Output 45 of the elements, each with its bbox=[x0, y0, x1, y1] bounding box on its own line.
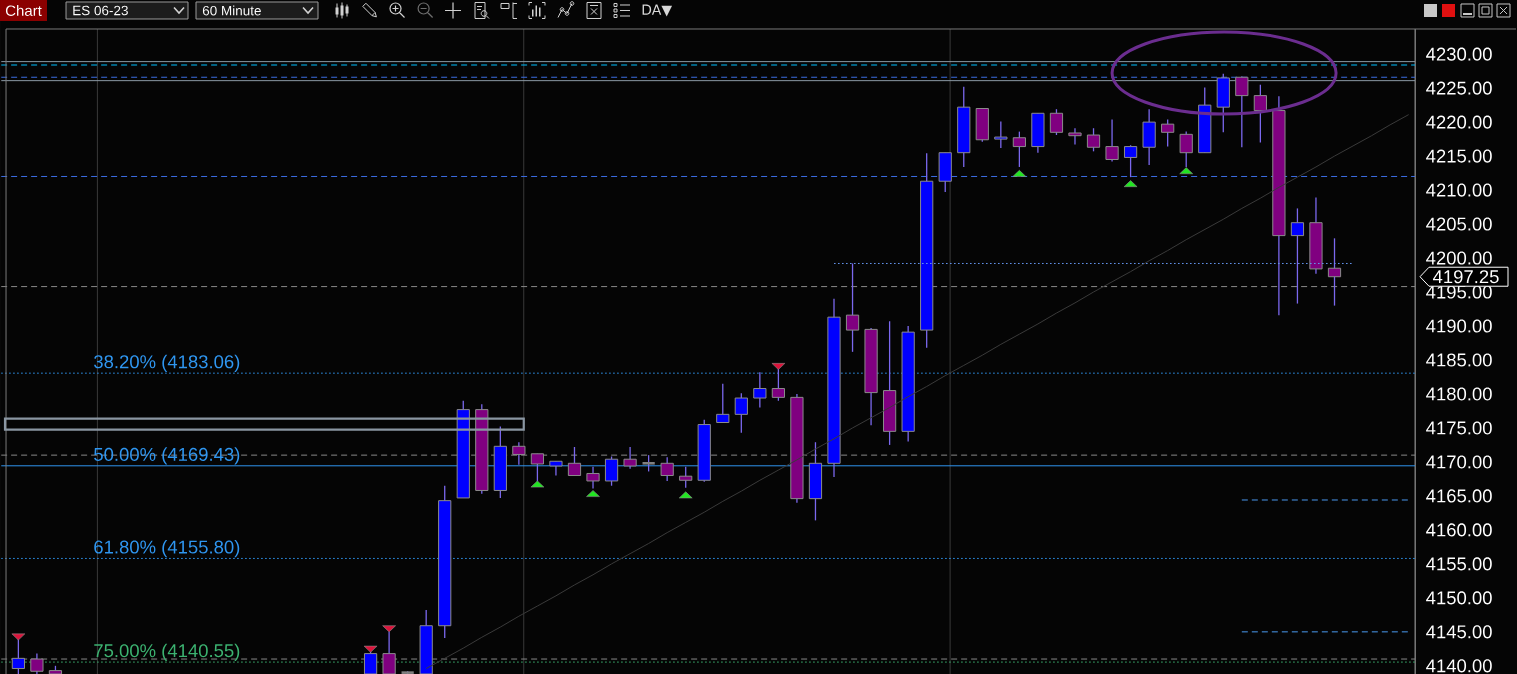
candlestick bbox=[660, 456, 674, 482]
text: DA▼ bbox=[642, 4, 673, 17]
ref-line-label: 61.80% (4155.80) bbox=[94, 540, 240, 558]
y-tick-label: 4180.00 bbox=[1426, 387, 1492, 401]
y-tick-label: 4200.00 bbox=[1426, 251, 1492, 265]
y-tick-label: 4225.00 bbox=[1426, 81, 1492, 95]
candlestick bbox=[1068, 127, 1082, 146]
y-tick-label: 4210.00 bbox=[1426, 183, 1492, 197]
candlestick bbox=[1049, 108, 1064, 136]
y-tick-label: 4165.00 bbox=[1426, 489, 1492, 503]
candlestick bbox=[679, 466, 693, 489]
candlestick bbox=[549, 460, 563, 477]
chart-title: ES 06-23 bbox=[73, 5, 128, 16]
ref-line-label: 75.00% (4140.55) bbox=[94, 643, 240, 661]
candlestick bbox=[734, 392, 748, 434]
candlestick bbox=[1161, 118, 1175, 148]
candlestick bbox=[1012, 130, 1026, 168]
y-tick-label: 4190.00 bbox=[1426, 319, 1492, 333]
y-tick-label: 4170.00 bbox=[1426, 455, 1492, 469]
y-tick-label: 4185.00 bbox=[1426, 353, 1492, 367]
candlestick bbox=[1235, 75, 1249, 148]
chart-subtitle: 60 Minute bbox=[202, 5, 261, 16]
y-tick-label: 4155.00 bbox=[1426, 557, 1492, 571]
y-tick-label: 4140.00 bbox=[1426, 659, 1492, 673]
y-tick-label: 4195.00 bbox=[1426, 285, 1492, 299]
y-tick-label: 4175.00 bbox=[1426, 421, 1492, 435]
ref-line-label: 38.20% (4183.06) bbox=[94, 354, 240, 372]
candlestick bbox=[753, 371, 767, 409]
y-tick-label: 4215.00 bbox=[1426, 149, 1492, 163]
candlestick bbox=[1105, 118, 1119, 163]
y-tick-label: 4230.00 bbox=[1426, 47, 1492, 61]
y-tick-label: 4150.00 bbox=[1426, 591, 1492, 605]
y-tick-label: 4205.00 bbox=[1426, 217, 1492, 231]
text: Chart bbox=[5, 4, 42, 16]
candlestick bbox=[586, 466, 600, 490]
y-tick-label: 4145.00 bbox=[1426, 625, 1492, 639]
candlestick bbox=[716, 383, 730, 424]
candlestick bbox=[1086, 127, 1101, 152]
ref-line-label: 50.00% (4169.43) bbox=[94, 447, 240, 465]
candlestick bbox=[1253, 84, 1267, 144]
y-tick-label: 4160.00 bbox=[1426, 523, 1492, 537]
candlestick bbox=[994, 120, 1008, 149]
text: 4197.25 bbox=[1432, 270, 1499, 284]
candlestick bbox=[1123, 144, 1138, 178]
y-tick-label: 4220.00 bbox=[1426, 115, 1492, 129]
